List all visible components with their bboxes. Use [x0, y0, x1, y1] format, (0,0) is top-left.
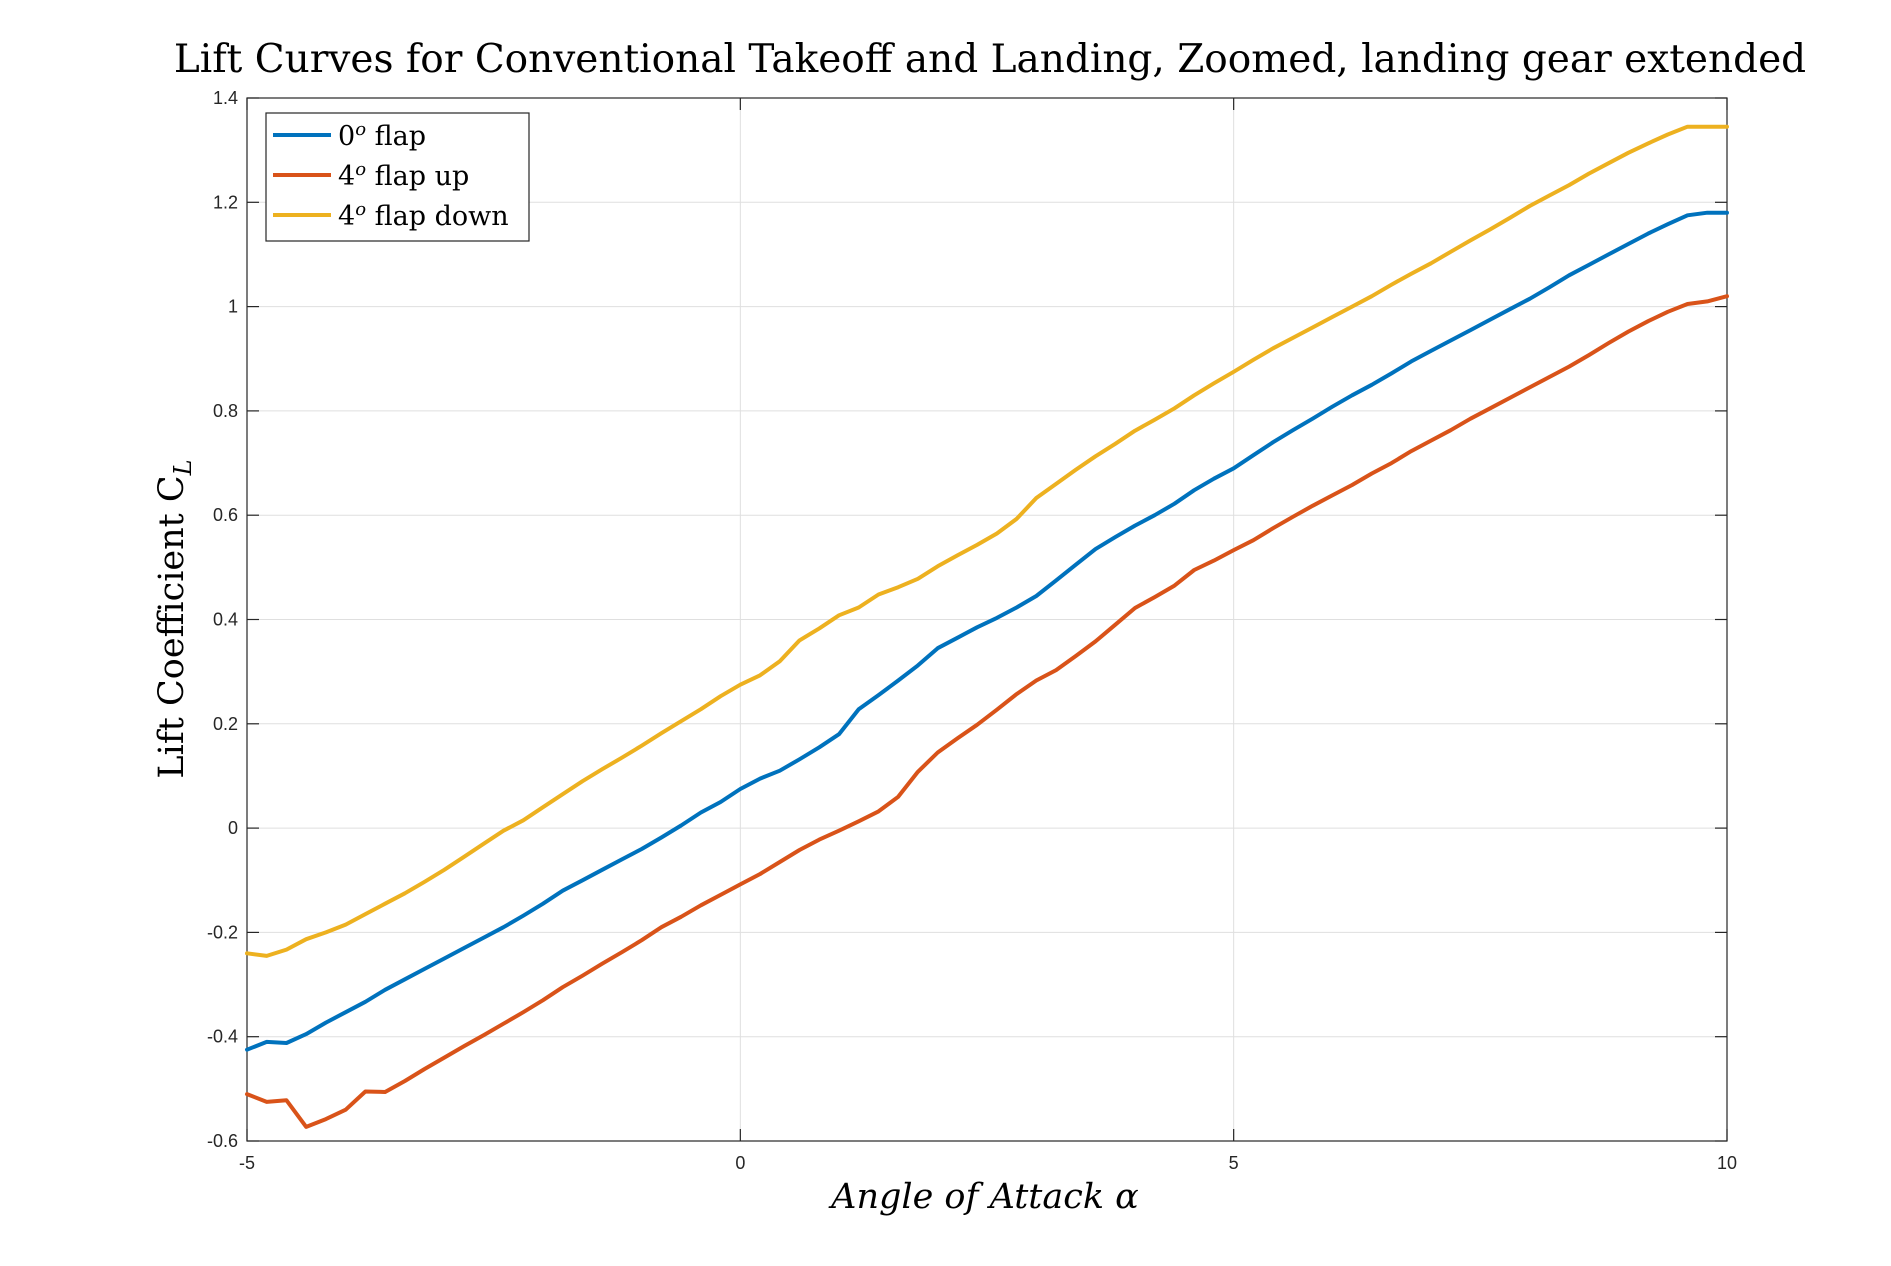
y-tick-label: 0.6	[213, 505, 238, 525]
series-lines	[245, 124, 1729, 1129]
y-tick-label: 0	[228, 818, 238, 838]
y-axis-label: Lift Coefficient CL	[152, 459, 197, 778]
legend-label-3: 4o flap down	[338, 199, 509, 232]
y-axis-label-text: Lift Coefficient C	[152, 475, 192, 778]
y-tick-label: 1.2	[213, 192, 238, 212]
axis-ticks: -5 0 5 10 -0.6 -0.4 -0.2 0 0.2 0.4 0.6 0.8 1 1.2 1.4	[207, 88, 1737, 1173]
y-tick-label: -0.2	[207, 922, 238, 942]
y-tick-label: 1.4	[213, 88, 238, 108]
series-line-2	[245, 294, 1729, 1129]
x-tick-label: 10	[1717, 1153, 1737, 1173]
y-tick-label: 0.4	[213, 610, 238, 630]
x-tick-label: 5	[1229, 1153, 1239, 1173]
legend-label-1: 0o flap	[338, 119, 426, 152]
legend-label-2: 4o flap up	[338, 159, 469, 192]
x-axis-label: Angle of Attack α	[828, 1177, 1139, 1217]
legend-items: 0o flap 4o flap up 4o flap down	[273, 119, 509, 232]
legend: 0o flap 4o flap up 4o flap down	[265, 112, 530, 242]
series-line-1	[245, 210, 1729, 1052]
y-tick-label: -0.4	[207, 1027, 238, 1047]
y-axis-label-subscript: L	[169, 459, 197, 476]
y-tick-label: 1	[228, 297, 238, 317]
chart-title: Lift Curves for Conventional Takeoff and…	[174, 37, 1806, 82]
y-tick-label: 0.8	[213, 401, 238, 421]
x-tick-label: -5	[239, 1153, 255, 1173]
x-tick-label: 0	[735, 1153, 745, 1173]
y-tick-label: 0.2	[213, 714, 238, 734]
series-line-3	[245, 124, 1729, 958]
y-tick-label: -0.6	[207, 1131, 238, 1151]
